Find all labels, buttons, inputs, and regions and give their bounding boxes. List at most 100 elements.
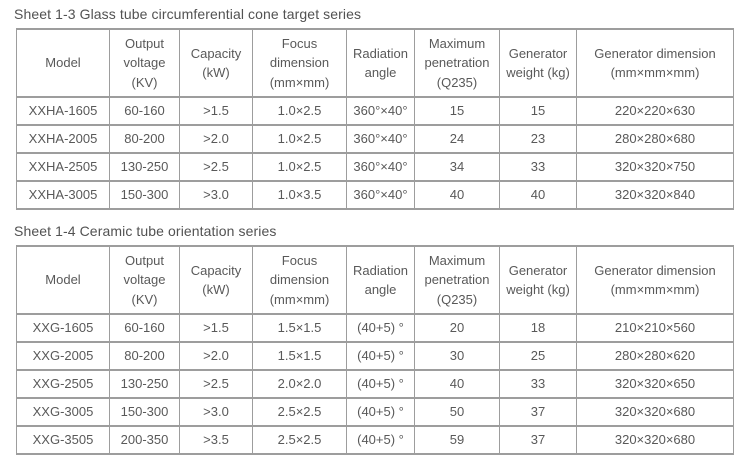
table-cell: XXG-3005 [16,397,110,427]
table-cell: 20 [414,313,500,343]
table-cell: 23 [499,124,577,154]
column-header-capacity: Capacity (kW) [179,28,253,98]
glass-tube-spec-table: Model Output voltage (KV) Capacity (kW) … [16,28,734,210]
column-header-capacity: Capacity (kW) [179,245,253,315]
table-row: XXG-3505 200-350 >3.5 2.5×2.5 (40+5) ° 59 37 32… [16,425,734,455]
table-cell: >3.0 [179,397,253,427]
table-cell: XXHA-1605 [16,96,110,126]
table-cell: XXHA-2505 [16,152,110,182]
table-cell: XXG-1605 [16,313,110,343]
table-cell: 130-250 [109,369,180,399]
column-header-generator-dimension: Generator dimension (mm×mm×mm) [576,28,734,98]
table-cell: 1.0×2.5 [252,96,347,126]
table-cell: 59 [414,425,500,455]
table-cell: 33 [499,369,577,399]
ceramic-tube-spec-table: Model Output voltage (KV) Capacity (kW) … [16,245,734,455]
table-cell: 360°×40° [346,96,415,126]
column-header-maximum-penetration: Maximum penetration (Q235) [414,245,500,315]
table-cell: 150-300 [109,397,180,427]
table-cell: 15 [499,96,577,126]
column-header-radiation-angle: Radiation angle [346,28,415,98]
table-cell: >3.0 [179,180,253,210]
table-cell: 34 [414,152,500,182]
table-cell: 50 [414,397,500,427]
column-header-focus-dimension: Focus dimension (mm×mm) [252,245,347,315]
table-cell: (40+5) ° [346,369,415,399]
table-cell: 320×320×750 [576,152,734,182]
table-cell: 2.5×2.5 [252,425,347,455]
table-cell: 280×280×680 [576,124,734,154]
table-cell: 33 [499,152,577,182]
table-cell: 1.5×1.5 [252,341,347,371]
table-cell: 360°×40° [346,180,415,210]
table-cell: 150-300 [109,180,180,210]
table-row: XXHA-2505 130-250 >2.5 1.0×2.5 360°×40° 34 33 3… [16,152,734,182]
table-cell: 320×320×650 [576,369,734,399]
table-row: XXHA-3005 150-300 >3.0 1.0×3.5 360°×40° 40 40 3… [16,180,734,210]
table-cell: XXG-2005 [16,341,110,371]
table-cell: XXG-3505 [16,425,110,455]
table-cell: 210×210×560 [576,313,734,343]
table-cell: 320×320×680 [576,425,734,455]
table-cell: 80-200 [109,124,180,154]
table-body: XXHA-1605 60-160 >1.5 1.0×2.5 360°×40° 15 15 22… [16,96,734,210]
table-cell: 80-200 [109,341,180,371]
table-cell: >1.5 [179,313,253,343]
table-cell: >2.0 [179,341,253,371]
table-cell: >1.5 [179,96,253,126]
column-header-output-voltage: Output voltage (KV) [109,28,180,98]
table-cell: >2.5 [179,369,253,399]
table-cell: 320×320×840 [576,180,734,210]
table-cell: 1.0×2.5 [252,152,347,182]
table-cell: 130-250 [109,152,180,182]
table-cell: 1.0×2.5 [252,124,347,154]
table-cell: 18 [499,313,577,343]
table-cell: 30 [414,341,500,371]
sheet-1-3-title: Sheet 1-3 Glass tube circumferential con… [14,6,362,22]
table-cell: 40 [414,369,500,399]
table-row: XXG-2505 130-250 >2.5 2.0×2.0 (40+5) ° 40 33 32… [16,369,734,399]
table-cell: 1.0×3.5 [252,180,347,210]
table-row: XXHA-1605 60-160 >1.5 1.0×2.5 360°×40° 15 15 22… [16,96,734,126]
table-cell: 320×320×680 [576,397,734,427]
column-header-radiation-angle: Radiation angle [346,245,415,315]
table-cell: 200-350 [109,425,180,455]
table-cell: 360°×40° [346,152,415,182]
table-cell: (40+5) ° [346,425,415,455]
table-cell: XXG-2505 [16,369,110,399]
table-cell: 25 [499,341,577,371]
table-cell: 40 [414,180,500,210]
table-cell: (40+5) ° [346,341,415,371]
column-header-generator-weight: Generator weight (kg) [499,28,577,98]
table-cell: 220×220×630 [576,96,734,126]
table-cell: 1.5×1.5 [252,313,347,343]
table-cell: 280×280×620 [576,341,734,371]
table-cell: 60-160 [109,313,180,343]
table-row: XXG-2005 80-200 >2.0 1.5×1.5 (40+5) ° 30 25 280… [16,341,734,371]
column-header-model: Model [16,28,110,98]
table-cell: 2.5×2.5 [252,397,347,427]
table-cell: >2.5 [179,152,253,182]
table-row: XXG-3005 150-300 >3.0 2.5×2.5 (40+5) ° 50 37 32… [16,397,734,427]
column-header-generator-weight: Generator weight (kg) [499,245,577,315]
table-cell: >2.0 [179,124,253,154]
table-cell: 24 [414,124,500,154]
table-cell: 2.0×2.0 [252,369,347,399]
table-cell: 360°×40° [346,124,415,154]
column-header-generator-dimension: Generator dimension (mm×mm×mm) [576,245,734,315]
table-header-row: Model Output voltage (KV) Capacity (kW) … [16,28,734,98]
table-cell: XXHA-2005 [16,124,110,154]
table-cell: 40 [499,180,577,210]
column-header-output-voltage: Output voltage (KV) [109,245,180,315]
sheet-1-4-title: Sheet 1-4 Ceramic tube orientation serie… [14,223,277,239]
column-header-maximum-penetration: Maximum penetration (Q235) [414,28,500,98]
table-cell: >3.5 [179,425,253,455]
table-header-row: Model Output voltage (KV) Capacity (kW) … [16,245,734,315]
table-cell: 37 [499,425,577,455]
column-header-model: Model [16,245,110,315]
table-cell: XXHA-3005 [16,180,110,210]
table-cell: (40+5) ° [346,397,415,427]
table-row: XXG-1605 60-160 >1.5 1.5×1.5 (40+5) ° 20 18 210… [16,313,734,343]
table-cell: 60-160 [109,96,180,126]
